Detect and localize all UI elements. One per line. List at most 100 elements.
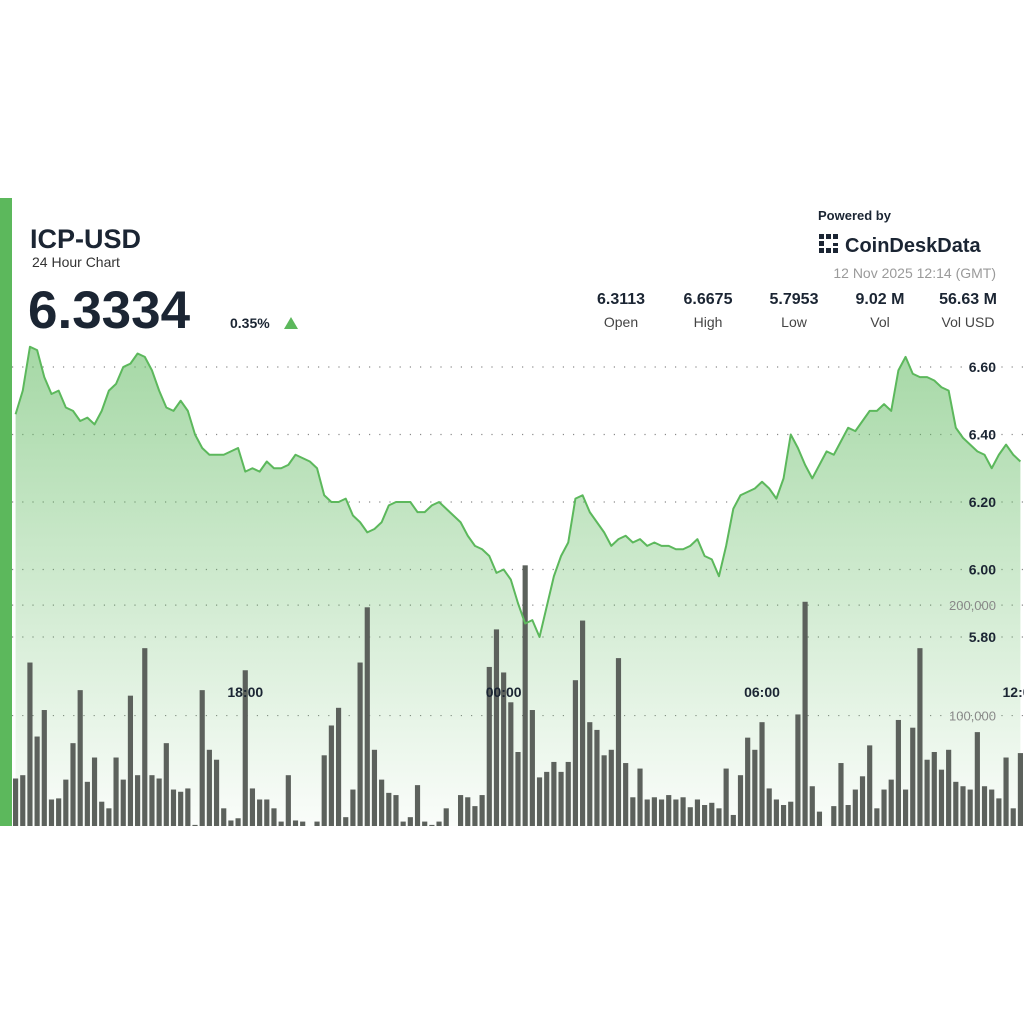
subtitle: 24 Hour Chart [32, 254, 120, 270]
volume-bar [867, 745, 873, 826]
volume-bar [27, 662, 33, 826]
volume-bar [623, 763, 629, 826]
volume-bar [852, 789, 858, 826]
volume-bar [960, 786, 966, 826]
volume-bar [802, 601, 808, 826]
volume-bar [565, 761, 571, 826]
volume-bar [228, 820, 234, 826]
stat-label: Vol [870, 314, 889, 330]
volume-bar [386, 792, 392, 826]
volume-bar [501, 672, 507, 826]
volume-bar [845, 805, 851, 826]
stat-label: Low [781, 314, 808, 330]
y-tick-label: 6.20 [969, 494, 996, 510]
volume-bar [457, 795, 464, 826]
volume-bar [996, 798, 1002, 826]
volume-bar [766, 788, 772, 826]
volume-bar [694, 799, 701, 826]
volume-bar [221, 808, 227, 826]
volume-bar [666, 795, 672, 826]
volume-bar [1003, 757, 1009, 826]
volume-bar [249, 788, 256, 826]
volume-bar [257, 799, 263, 826]
volume-bar [644, 799, 650, 826]
volume-bar [859, 776, 866, 826]
volume-bar [335, 707, 342, 826]
volume-bar [422, 821, 428, 826]
volume-bar [292, 820, 299, 826]
volume-bar [594, 729, 600, 826]
volume-bar [522, 565, 528, 826]
volume-bar [443, 808, 449, 826]
stat-labels: Open High Low Vol Vol USD [604, 314, 995, 330]
volume-bar [680, 797, 686, 826]
volume-bar [924, 759, 930, 826]
volume-bar [300, 821, 306, 826]
volume-bar [170, 789, 177, 826]
y-tick-label: 6.60 [969, 359, 996, 375]
volume-bar [99, 801, 105, 826]
volume-bar [48, 799, 55, 826]
stat-value: 6.3113 [597, 291, 645, 308]
volume-bar [314, 821, 320, 826]
volume-bar [1017, 753, 1023, 826]
volume-bar [902, 789, 909, 826]
volume-bar [630, 797, 636, 826]
volume-bar [981, 786, 988, 826]
volume-bar [536, 777, 543, 826]
price-line [14, 345, 1022, 638]
y-tick-label: 6.40 [969, 427, 996, 443]
volume-bar [142, 648, 148, 826]
volume-bar [730, 814, 736, 826]
volume-bar [70, 743, 76, 826]
stat-label: Vol USD [942, 314, 995, 330]
volume-bar [149, 775, 155, 826]
volume-bar [63, 779, 69, 826]
volume-bar [759, 722, 765, 826]
volume-bar [658, 799, 665, 826]
x-tick-label: 06:00 [744, 684, 780, 700]
areas [15, 346, 1021, 826]
volume-bar [472, 806, 478, 826]
volume-bar [285, 775, 291, 826]
volume-bar [816, 811, 823, 826]
y2-tick-label: 200,000 [949, 598, 996, 613]
stat-values: 6.3113 6.6675 5.7953 9.02 M 56.63 M [597, 291, 997, 308]
volume-bar [91, 757, 98, 826]
volume-bar [1010, 808, 1016, 826]
stat-value: 5.7953 [770, 291, 819, 308]
volume-bar [278, 821, 284, 826]
change: 0.35% [230, 315, 270, 331]
x-tick-label: 18:00 [227, 684, 263, 700]
volume-bar [572, 680, 579, 826]
volume-bar [135, 775, 141, 826]
volume-bar [716, 808, 722, 826]
volume-bar [953, 781, 959, 826]
volume-bar [687, 807, 693, 826]
stat-value: 56.63 M [939, 291, 997, 308]
volume-bar [881, 789, 887, 826]
volume-bar [888, 779, 894, 826]
volume-bar [106, 808, 112, 826]
volume-bar [163, 743, 169, 826]
volume-bar [364, 607, 370, 826]
powered-by: Powered by [818, 208, 892, 223]
volume-bar [77, 690, 83, 826]
volume-bar [874, 808, 880, 826]
volume-bar [752, 749, 758, 826]
volume-bar [637, 768, 643, 826]
volume-bar [910, 727, 916, 826]
timestamp: 12 Nov 2025 12:14 (GMT) [833, 265, 996, 281]
volume-bar [20, 775, 26, 826]
stat-label: High [694, 314, 723, 330]
volume-bar [56, 798, 62, 826]
volume-bar [529, 710, 535, 826]
volume-bar [436, 821, 442, 826]
volume-bar [773, 799, 779, 826]
volume-bar [615, 658, 622, 826]
price: 6.3334 [28, 281, 191, 340]
volume-bar [235, 818, 241, 826]
volume-bar [515, 751, 521, 826]
volume-bars [13, 565, 1023, 826]
